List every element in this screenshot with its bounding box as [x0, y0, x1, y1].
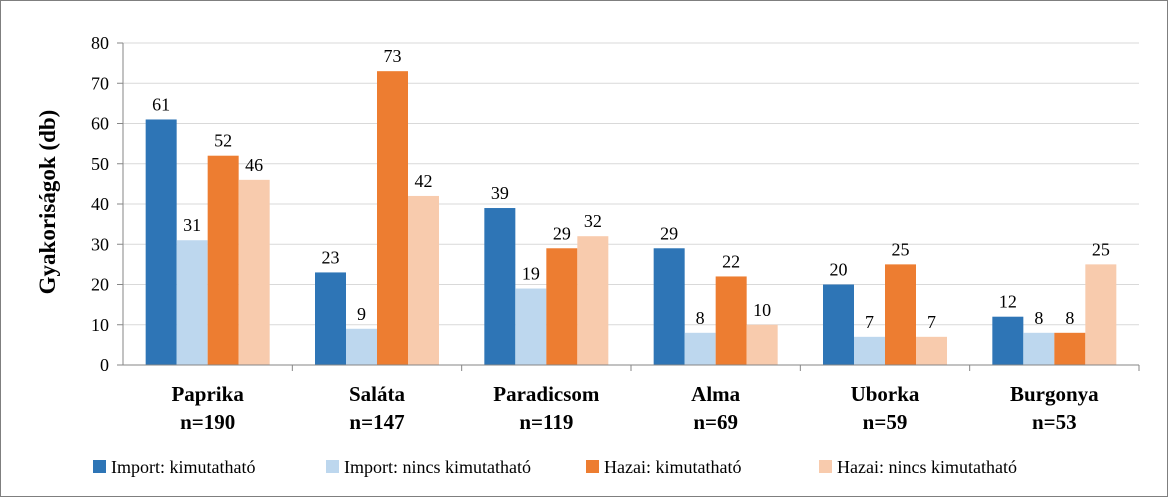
y-tick-label: 0	[100, 355, 109, 375]
data-label: 25	[1092, 239, 1110, 259]
legend-label: Hazai: nincs kimutatható	[837, 457, 1017, 477]
data-label: 42	[415, 171, 433, 191]
bar	[1054, 332, 1086, 365]
bar	[484, 208, 516, 365]
x-category-count: n=53	[1032, 410, 1077, 434]
legend-label: Hazai: kimutatható	[604, 457, 741, 477]
y-tick-label: 50	[91, 154, 109, 174]
bar	[885, 264, 916, 365]
data-label: 23	[322, 247, 340, 267]
bar	[315, 272, 346, 365]
y-tick-label: 60	[91, 114, 109, 134]
data-label: 32	[584, 211, 602, 231]
x-category-count: n=147	[349, 410, 404, 434]
bar	[746, 324, 778, 365]
data-label: 19	[522, 264, 540, 284]
x-category-label: Alma	[691, 382, 740, 406]
bar	[207, 155, 239, 365]
data-label: 7	[865, 312, 874, 332]
y-tick-label: 20	[91, 275, 109, 295]
data-label: 10	[753, 300, 771, 320]
bar	[346, 328, 377, 365]
bar	[854, 336, 885, 365]
bar	[238, 179, 270, 365]
y-tick-label: 40	[91, 194, 109, 214]
x-category-label: Paradicsom	[493, 382, 600, 406]
legend-label: Import: kimutatható	[111, 457, 255, 477]
bar	[515, 288, 547, 365]
y-tick-label: 70	[91, 73, 109, 93]
data-label: 29	[660, 223, 678, 243]
x-category-label: Uborka	[851, 382, 920, 406]
data-label: 39	[491, 183, 509, 203]
y-tick-label: 10	[91, 315, 109, 335]
data-label: 8	[696, 308, 705, 328]
data-label: 22	[722, 251, 740, 271]
bar	[715, 276, 747, 365]
data-label: 31	[183, 215, 201, 235]
bar	[408, 195, 439, 365]
data-label: 52	[214, 131, 232, 151]
x-category-count: n=119	[519, 410, 573, 434]
x-category-label: Paprika	[171, 382, 244, 406]
legend-swatch	[819, 460, 832, 473]
data-label: 20	[830, 260, 848, 280]
data-label: 12	[999, 292, 1017, 312]
data-label: 9	[357, 304, 366, 324]
bar	[1023, 332, 1055, 365]
x-category-count: n=59	[863, 410, 908, 434]
legend-swatch	[93, 460, 106, 473]
bar	[145, 119, 177, 365]
bar	[377, 71, 408, 366]
data-label: 7	[927, 312, 936, 332]
legend-swatch	[586, 460, 599, 473]
x-category-count: n=69	[693, 410, 738, 434]
legend-label: Import: nincs kimutatható	[344, 457, 531, 477]
data-label: 29	[553, 223, 571, 243]
data-label: 61	[152, 94, 170, 114]
legend-swatch	[326, 460, 339, 473]
bar	[916, 336, 947, 365]
data-label: 8	[1034, 308, 1043, 328]
data-label: 46	[245, 155, 263, 175]
bar	[1085, 264, 1117, 365]
bar	[176, 240, 208, 365]
y-axis-title: Gyakoriságok (db)	[35, 110, 60, 295]
bar	[577, 236, 609, 365]
data-label: 73	[384, 46, 402, 66]
x-category-count: n=190	[180, 410, 235, 434]
bar	[653, 248, 685, 365]
bar	[546, 248, 578, 365]
y-tick-label: 30	[91, 234, 109, 254]
y-tick-label: 80	[91, 33, 109, 53]
bar	[684, 332, 716, 365]
data-label: 8	[1065, 308, 1074, 328]
bar	[823, 284, 854, 365]
x-category-label: Saláta	[349, 382, 406, 406]
x-category-label: Burgonya	[1010, 382, 1099, 406]
bar	[992, 316, 1024, 365]
data-label: 25	[892, 239, 910, 259]
